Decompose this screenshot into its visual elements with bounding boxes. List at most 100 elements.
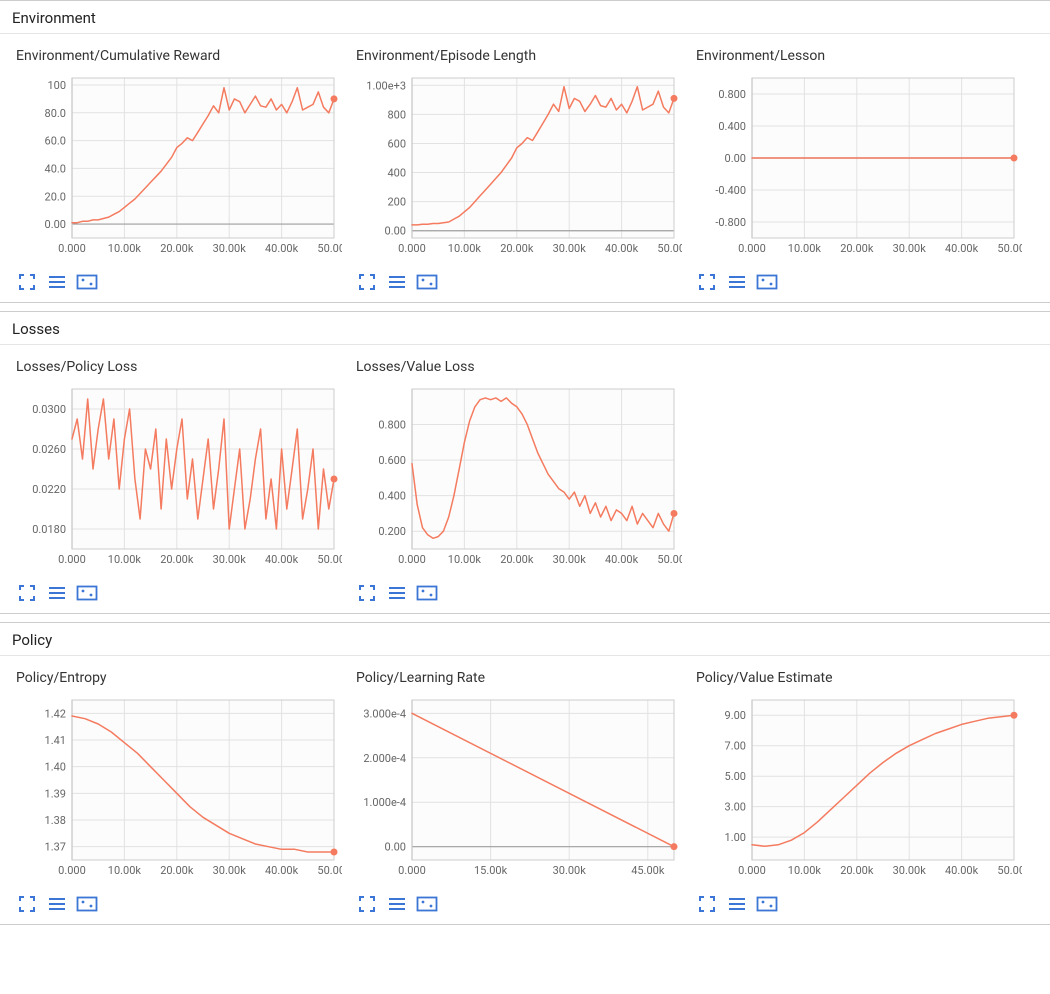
svg-text:7.00: 7.00 bbox=[725, 740, 746, 753]
svg-text:0.0180: 0.0180 bbox=[32, 523, 66, 536]
svg-text:9.00: 9.00 bbox=[725, 709, 746, 722]
svg-text:50.00k: 50.00k bbox=[657, 553, 682, 566]
chart-panel: Policy/Learning Rate0.00015.00k30.00k45.… bbox=[348, 660, 688, 916]
chart-plot: 0.00010.00k20.00k30.00k40.00k50.00k0.002… bbox=[14, 70, 342, 270]
chart-panel: Policy/Entropy0.00010.00k20.00k30.00k40.… bbox=[8, 660, 348, 916]
svg-text:40.00k: 40.00k bbox=[605, 242, 639, 255]
svg-text:0.000: 0.000 bbox=[398, 864, 426, 877]
svg-text:-0.400: -0.400 bbox=[715, 184, 746, 197]
chart-plot: 0.00015.00k30.00k45.00k0.001.000e-42.000… bbox=[354, 692, 682, 892]
expand-icon[interactable] bbox=[16, 585, 38, 601]
fit-domain-icon[interactable] bbox=[76, 896, 98, 912]
svg-text:0.000: 0.000 bbox=[58, 242, 86, 255]
chart-toolbar bbox=[694, 270, 1022, 292]
list-icon[interactable] bbox=[386, 896, 408, 912]
svg-text:20.00k: 20.00k bbox=[160, 553, 194, 566]
expand-icon[interactable] bbox=[356, 585, 378, 601]
svg-text:0.000: 0.000 bbox=[398, 553, 426, 566]
fit-domain-icon[interactable] bbox=[416, 896, 438, 912]
svg-text:20.00k: 20.00k bbox=[160, 864, 194, 877]
svg-text:30.00k: 30.00k bbox=[213, 553, 247, 566]
svg-text:0.00: 0.00 bbox=[385, 841, 406, 854]
svg-text:0.0260: 0.0260 bbox=[32, 443, 66, 456]
chart-plot: 0.00010.00k20.00k30.00k40.00k50.00k0.002… bbox=[354, 70, 682, 270]
chart-plot: 0.00010.00k20.00k30.00k40.00k50.00k-0.80… bbox=[694, 70, 1022, 270]
svg-text:2.000e-4: 2.000e-4 bbox=[363, 752, 406, 765]
expand-icon[interactable] bbox=[16, 274, 38, 290]
svg-text:10.00k: 10.00k bbox=[108, 242, 142, 255]
section-policy: Policy Policy/Entropy 0.000 10.00k 20.00k 30.… bbox=[0, 622, 1050, 925]
list-icon[interactable] bbox=[46, 585, 68, 601]
svg-text:10.00k: 10.00k bbox=[108, 864, 142, 877]
svg-text:0.400: 0.400 bbox=[718, 120, 746, 133]
expand-icon[interactable] bbox=[16, 896, 38, 912]
svg-text:1.38: 1.38 bbox=[45, 814, 66, 827]
svg-text:0.000: 0.000 bbox=[58, 553, 86, 566]
list-icon[interactable] bbox=[386, 274, 408, 290]
svg-text:30.00k: 30.00k bbox=[893, 242, 927, 255]
chart-toolbar bbox=[354, 892, 682, 914]
list-icon[interactable] bbox=[726, 896, 748, 912]
svg-text:50.00k: 50.00k bbox=[317, 242, 342, 255]
svg-text:3.000e-4: 3.000e-4 bbox=[363, 707, 406, 720]
expand-icon[interactable] bbox=[696, 274, 718, 290]
svg-text:50.00k: 50.00k bbox=[317, 553, 342, 566]
svg-text:0.0220: 0.0220 bbox=[32, 483, 66, 496]
charts-row: Environment/Cumulative Reward0.00010.00k… bbox=[0, 34, 1050, 302]
charts-row: Policy/Entropy0.00010.00k20.00k30.00k40.… bbox=[0, 656, 1050, 924]
svg-text:40.0: 40.0 bbox=[45, 162, 66, 175]
svg-text:800: 800 bbox=[387, 108, 406, 121]
fit-domain-icon[interactable] bbox=[416, 585, 438, 601]
list-icon[interactable] bbox=[726, 274, 748, 290]
expand-icon[interactable] bbox=[356, 896, 378, 912]
svg-text:50.00k: 50.00k bbox=[317, 864, 342, 877]
svg-text:1.39: 1.39 bbox=[45, 787, 66, 800]
fit-domain-icon[interactable] bbox=[756, 896, 778, 912]
fit-domain-icon[interactable] bbox=[76, 274, 98, 290]
chart-plot: 0.00010.00k20.00k30.00k40.00k50.00k0.018… bbox=[14, 381, 342, 581]
list-icon[interactable] bbox=[46, 274, 68, 290]
chart-panel: Environment/Episode Length 0.00010.00k20.… bbox=[348, 38, 688, 294]
chart-plot: 0.00010.00k20.00k30.00k40.00k50.00k0.200… bbox=[354, 381, 682, 581]
svg-text:80.0: 80.0 bbox=[45, 107, 66, 120]
list-icon[interactable] bbox=[386, 585, 408, 601]
chart-title: Environment/Episode Length bbox=[356, 48, 682, 64]
svg-text:0.800: 0.800 bbox=[718, 88, 746, 101]
svg-text:0.000: 0.000 bbox=[58, 864, 86, 877]
chart-title: Policy/Value Estimate bbox=[696, 670, 1022, 686]
svg-text:20.00k: 20.00k bbox=[160, 242, 194, 255]
svg-text:30.00k: 30.00k bbox=[553, 553, 587, 566]
section-header[interactable]: Policy bbox=[0, 623, 1050, 656]
section-header[interactable]: Losses bbox=[0, 312, 1050, 345]
svg-text:5.00: 5.00 bbox=[725, 770, 746, 783]
svg-text:20.00k: 20.00k bbox=[840, 242, 874, 255]
expand-icon[interactable] bbox=[356, 274, 378, 290]
charts-row: Losses/Policy Loss0.00010.00k20.00k30.00… bbox=[0, 345, 1050, 613]
svg-text:400: 400 bbox=[387, 167, 406, 180]
list-icon[interactable] bbox=[46, 896, 68, 912]
expand-icon[interactable] bbox=[696, 896, 718, 912]
chart-panel: Environment/Cumulative Reward0.00010.00k… bbox=[8, 38, 348, 294]
fit-domain-icon[interactable] bbox=[756, 274, 778, 290]
section-header[interactable]: Environment bbox=[0, 1, 1050, 34]
svg-text:600: 600 bbox=[387, 137, 406, 150]
svg-text:100: 100 bbox=[47, 79, 66, 92]
svg-text:1.42: 1.42 bbox=[45, 707, 66, 720]
svg-text:20.0: 20.0 bbox=[45, 190, 66, 203]
section-losses: LossesLosses/Policy Loss0.00010.00k20.00… bbox=[0, 311, 1050, 614]
svg-text:30.00k: 30.00k bbox=[553, 864, 587, 877]
svg-text:0.000: 0.000 bbox=[738, 864, 766, 877]
chart-toolbar bbox=[354, 581, 682, 603]
svg-text:0.000: 0.000 bbox=[738, 242, 766, 255]
svg-text:30.00k: 30.00k bbox=[213, 864, 247, 877]
svg-text:1.000e-4: 1.000e-4 bbox=[363, 796, 406, 809]
svg-text:0.00: 0.00 bbox=[385, 225, 406, 238]
chart-title: Environment/Lesson bbox=[696, 48, 1022, 64]
svg-text:-0.800: -0.800 bbox=[715, 216, 746, 229]
fit-domain-icon[interactable] bbox=[416, 274, 438, 290]
svg-text:0.00: 0.00 bbox=[725, 152, 746, 165]
chart-title: Policy/Entropy bbox=[16, 670, 342, 686]
fit-domain-icon[interactable] bbox=[76, 585, 98, 601]
svg-text:1.41: 1.41 bbox=[45, 734, 66, 747]
svg-text:10.00k: 10.00k bbox=[788, 242, 822, 255]
